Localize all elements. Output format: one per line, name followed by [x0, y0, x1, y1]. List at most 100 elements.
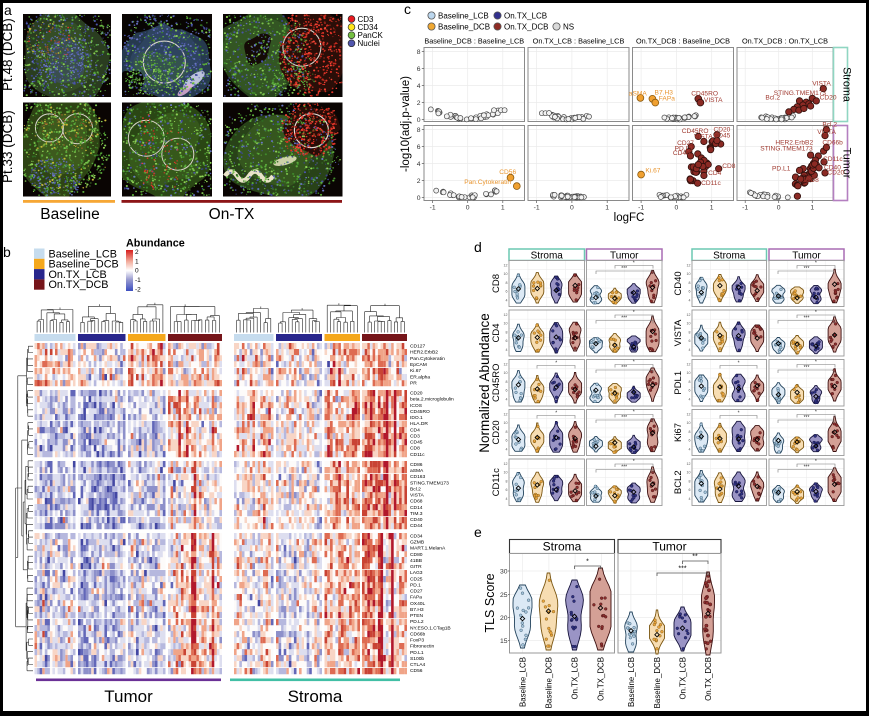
- svg-text:Baseline_LCB: Baseline_LCB: [627, 657, 636, 707]
- svg-text:CD4: CD4: [410, 427, 420, 433]
- svg-text:CD11c: CD11c: [410, 452, 425, 458]
- svg-text:10: 10: [687, 272, 691, 276]
- svg-text:On-TX: On-TX: [209, 206, 255, 223]
- svg-text:CD34: CD34: [358, 23, 379, 32]
- svg-text:6: 6: [417, 66, 421, 73]
- svg-text:*: *: [633, 459, 635, 465]
- svg-text:Pt.48 (DCB): Pt.48 (DCB): [0, 18, 15, 91]
- svg-text:CD86: CD86: [410, 462, 423, 468]
- svg-text:10: 10: [504, 421, 508, 425]
- svg-text:0: 0: [417, 195, 421, 202]
- svg-text:12: 12: [504, 462, 508, 466]
- svg-text:-1: -1: [742, 205, 748, 212]
- svg-text:8: 8: [506, 330, 508, 334]
- svg-text:CD27: CD27: [677, 140, 694, 147]
- svg-text:Baseline_DCB: Baseline_DCB: [438, 22, 490, 31]
- svg-text:CD4: CD4: [491, 323, 502, 342]
- svg-text:Tumor: Tumor: [610, 251, 639, 262]
- svg-text:aSMA: aSMA: [410, 468, 424, 474]
- svg-text:6: 6: [689, 488, 691, 492]
- svg-text:0: 0: [466, 205, 470, 212]
- svg-text:25: 25: [500, 592, 508, 599]
- svg-text:***: ***: [621, 415, 627, 421]
- svg-text:CD45: CD45: [713, 133, 730, 140]
- svg-text:CD14: CD14: [410, 505, 423, 511]
- svg-text:12: 12: [687, 462, 691, 466]
- svg-text:Bcl.2: Bcl.2: [765, 95, 780, 102]
- svg-text:Nuclei: Nuclei: [358, 39, 380, 48]
- svg-text:12: 12: [687, 363, 691, 367]
- svg-text:PDL1: PDL1: [673, 371, 684, 395]
- svg-text:Baseline_DCB: Baseline_DCB: [545, 657, 554, 708]
- svg-text:PR: PR: [410, 380, 417, 386]
- svg-text:Ki.67: Ki.67: [410, 368, 421, 374]
- svg-text:FoxP3: FoxP3: [410, 638, 424, 644]
- svg-text:Baseline_DCB: Baseline_DCB: [653, 657, 662, 708]
- svg-text:4: 4: [506, 397, 508, 401]
- svg-text:CD66b: CD66b: [410, 631, 426, 637]
- svg-text:8: 8: [689, 330, 691, 334]
- svg-text:Fibronectin: Fibronectin: [410, 644, 434, 650]
- svg-text:TLS Score: TLS Score: [483, 573, 497, 632]
- svg-text:*: *: [815, 459, 817, 465]
- svg-text:PD.L1: PD.L1: [675, 145, 694, 152]
- svg-text:CD20: CD20: [820, 95, 837, 102]
- svg-text:CD20: CD20: [713, 126, 730, 133]
- svg-text:On.TX_LCB: On.TX_LCB: [679, 657, 688, 700]
- svg-text:0: 0: [675, 205, 679, 212]
- svg-text:***: ***: [621, 465, 627, 471]
- svg-text:4: 4: [417, 83, 421, 90]
- svg-text:20: 20: [500, 615, 508, 622]
- svg-text:Baseline: Baseline: [40, 206, 99, 223]
- svg-text:6: 6: [506, 488, 508, 492]
- svg-text:***: ***: [678, 566, 686, 573]
- svg-text:12: 12: [504, 363, 508, 367]
- svg-text:CD40: CD40: [673, 150, 690, 157]
- svg-text:Baseline_LCB: Baseline_LCB: [438, 11, 489, 20]
- svg-text:CD4: CD4: [708, 170, 722, 177]
- svg-text:12: 12: [504, 413, 508, 417]
- svg-text:10: 10: [687, 471, 691, 475]
- svg-text:CD40: CD40: [824, 165, 841, 172]
- svg-text:Stroma: Stroma: [543, 540, 582, 554]
- svg-text:Normalized Abundance: Normalized Abundance: [477, 313, 492, 453]
- svg-text:LAG3: LAG3: [410, 570, 423, 576]
- svg-text:*: *: [738, 361, 740, 367]
- svg-text:PD.L1: PD.L1: [410, 650, 424, 656]
- svg-text:12: 12: [687, 264, 691, 268]
- svg-text:8: 8: [417, 49, 421, 56]
- svg-text:HER2.ErbB2: HER2.ErbB2: [775, 139, 813, 146]
- svg-text:0: 0: [570, 205, 574, 212]
- svg-text:VISTA: VISTA: [410, 493, 425, 499]
- svg-text:-1: -1: [430, 205, 436, 212]
- svg-text:VISTA: VISTA: [812, 81, 831, 88]
- svg-text:4: 4: [506, 348, 508, 352]
- svg-text:8: 8: [689, 479, 691, 483]
- svg-text:*: *: [586, 559, 589, 566]
- svg-text:10: 10: [687, 322, 691, 326]
- svg-text:-1: -1: [534, 205, 540, 212]
- svg-text:CD20: CD20: [491, 420, 502, 444]
- svg-text:STING.TMEM173: STING.TMEM173: [774, 90, 827, 97]
- svg-text:Stroma: Stroma: [531, 251, 564, 262]
- svg-text:CD8: CD8: [722, 163, 736, 170]
- svg-text:2: 2: [417, 178, 421, 185]
- svg-text:VISTA: VISTA: [704, 97, 723, 104]
- svg-text:8: 8: [506, 479, 508, 483]
- svg-text:S100b: S100b: [410, 656, 424, 662]
- svg-text:12: 12: [504, 264, 508, 268]
- svg-text:Abundance: Abundance: [126, 238, 185, 250]
- svg-text:6: 6: [417, 144, 421, 151]
- svg-text:10: 10: [687, 421, 691, 425]
- svg-text:On.TX_DCB: On.TX_DCB: [504, 22, 548, 31]
- svg-text:NY.ESO.1.CTag1B: NY.ESO.1.CTag1B: [410, 625, 451, 631]
- svg-text:PD.L2: PD.L2: [410, 619, 424, 625]
- svg-text:6: 6: [506, 290, 508, 294]
- svg-text:CD45RO: CD45RO: [682, 128, 709, 135]
- svg-text:CD45: CD45: [410, 440, 423, 446]
- svg-text:On.TX_LCB : Baseline_LCB: On.TX_LCB : Baseline_LCB: [533, 37, 625, 46]
- svg-text:CD3: CD3: [410, 433, 420, 439]
- svg-text:4: 4: [689, 348, 691, 352]
- svg-text:*: *: [738, 411, 740, 417]
- svg-text:ICOS: ICOS: [410, 403, 423, 409]
